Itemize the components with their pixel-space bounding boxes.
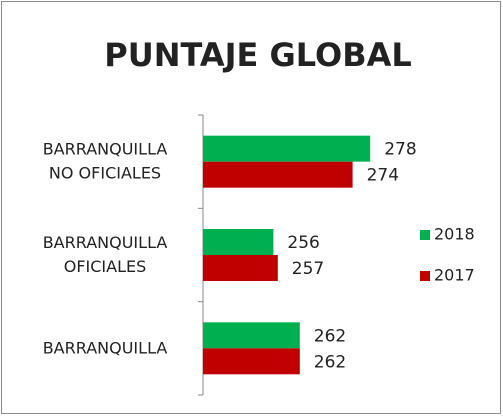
category-label: BARRANQUILLA NO OFICIALES	[43, 139, 168, 182]
bar	[203, 322, 300, 349]
value-label: 278	[384, 140, 416, 160]
legend-label: 2017	[434, 266, 475, 285]
legend-swatch	[420, 271, 430, 281]
legend-label: 2018	[434, 225, 475, 244]
value-label: 256	[287, 233, 319, 253]
category-label: BARRANQUILLA OFICIALES	[43, 233, 168, 276]
bar	[203, 161, 353, 188]
value-label: 257	[292, 259, 324, 279]
legend-swatch	[420, 230, 430, 240]
bar	[203, 229, 274, 255]
bar	[203, 135, 371, 162]
value-label: 262	[314, 352, 346, 372]
value-label: 262	[314, 326, 346, 346]
category-label: BARRANQUILLA	[43, 338, 168, 357]
bar	[203, 348, 300, 375]
chart-title: PUNTAJE GLOBAL	[104, 36, 412, 74]
value-label: 274	[367, 166, 399, 186]
bar	[203, 255, 278, 281]
